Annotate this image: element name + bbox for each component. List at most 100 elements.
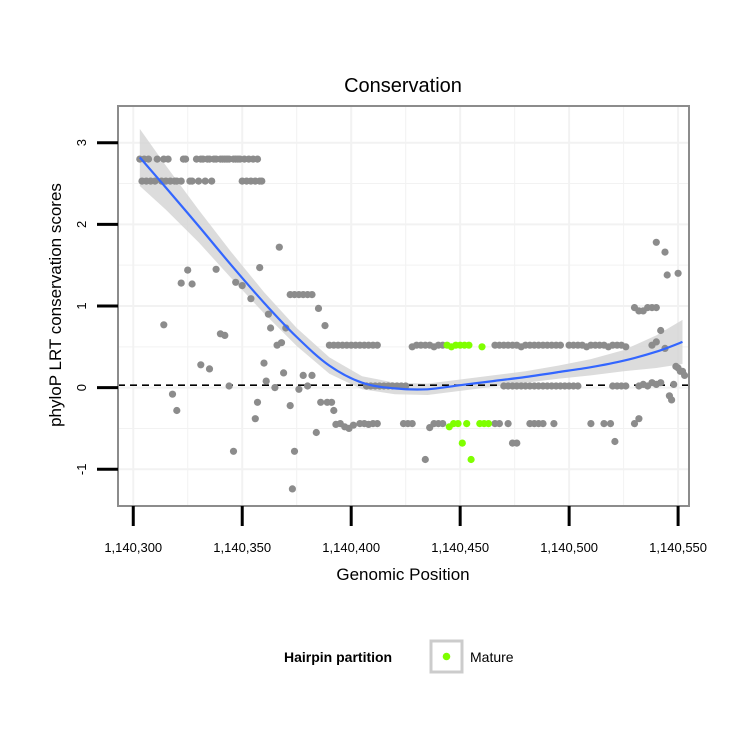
data-point [225, 382, 233, 390]
data-point [201, 177, 209, 185]
data-point [275, 243, 283, 251]
grid-lines [118, 106, 689, 506]
data-point [312, 428, 320, 437]
data-point [247, 295, 255, 303]
data-point [408, 420, 416, 428]
data-point [188, 280, 196, 288]
data-point [195, 177, 203, 185]
mature-point [458, 439, 466, 447]
data-point [635, 415, 643, 423]
data-point [652, 338, 660, 346]
data-point [622, 382, 630, 390]
data-point [212, 265, 220, 273]
data-point [657, 326, 665, 335]
mature-point [454, 420, 462, 428]
legend-title: Hairpin partition [284, 649, 392, 665]
data-point [539, 420, 547, 428]
data-point [160, 321, 168, 329]
data-point [574, 382, 582, 390]
data-point [188, 177, 196, 185]
data-point [611, 437, 619, 446]
data-point [308, 291, 316, 299]
data-point [277, 339, 286, 347]
data-point [439, 420, 447, 428]
data-point [282, 324, 290, 332]
data-point [556, 341, 565, 349]
data-point [168, 390, 177, 398]
data-point [600, 420, 608, 428]
data-point [373, 341, 381, 349]
data-point [657, 379, 665, 387]
y-tick-label: 1 [74, 302, 89, 309]
y-axis-title: phyloP LRT conservation scores [46, 183, 65, 427]
data-point [197, 361, 205, 369]
data-point [304, 382, 312, 390]
y-axis: -1 0 1 2 3 [74, 139, 118, 475]
x-tick-label: 1,140,400 [322, 540, 380, 555]
x-tick-label: 1,140,350 [213, 540, 271, 555]
data-point [622, 343, 630, 351]
x-tick-label: 1,140,550 [649, 540, 707, 555]
data-point [258, 177, 266, 185]
data-point [670, 380, 678, 388]
data-point [253, 155, 262, 163]
data-point [652, 238, 660, 246]
data-point [652, 304, 660, 312]
data-point [504, 420, 512, 428]
data-point [630, 420, 639, 428]
data-point [349, 421, 357, 429]
smooth-line [138, 156, 683, 391]
data-point [674, 269, 682, 277]
data-point [251, 415, 259, 423]
data-point [290, 447, 299, 455]
mature-point [467, 455, 475, 464]
data-point [606, 420, 615, 428]
data-point [421, 455, 429, 464]
y-tick-label: -1 [74, 464, 89, 476]
data-point [299, 371, 307, 379]
data-point [295, 385, 303, 393]
data-point [668, 396, 676, 404]
data-point [205, 365, 214, 373]
data-point [402, 382, 410, 390]
data-point [164, 155, 172, 163]
data-point [587, 420, 595, 428]
legend-key-dot [442, 652, 451, 661]
data-point [267, 324, 275, 332]
data-point [256, 264, 264, 272]
y-tick-label: 3 [74, 139, 89, 146]
data-point [208, 177, 216, 185]
x-axis: 1,140,300 1,140,350 1,140,400 1,140,450 1,14… [104, 506, 707, 555]
data-point [182, 155, 190, 163]
data-point [221, 331, 229, 339]
mature-point [484, 420, 493, 428]
data-point [495, 420, 503, 428]
data-point [253, 398, 262, 406]
legend: Hairpin partition Mature [284, 639, 514, 674]
data-points [136, 155, 689, 493]
data-point [550, 420, 558, 428]
x-tick-label: 1,140,300 [104, 540, 162, 555]
data-point [330, 406, 338, 415]
mature-point [478, 343, 486, 351]
data-point [177, 177, 185, 185]
legend-entry-mature: Mature [470, 649, 514, 665]
data-point [317, 398, 325, 406]
data-point [288, 485, 296, 493]
data-point [280, 369, 288, 377]
mature-point [465, 341, 473, 349]
data-point [321, 322, 329, 330]
data-point [308, 371, 316, 379]
x-tick-label: 1,140,450 [431, 540, 489, 555]
data-point [271, 384, 279, 392]
data-point [238, 282, 246, 290]
x-tick-label: 1,140,500 [540, 540, 598, 555]
data-point [663, 271, 671, 279]
data-point [262, 377, 270, 385]
data-point [373, 420, 381, 428]
data-point [661, 248, 669, 256]
chart-title: Conservation [344, 75, 462, 97]
data-point [328, 398, 336, 406]
mature-point [463, 420, 471, 428]
